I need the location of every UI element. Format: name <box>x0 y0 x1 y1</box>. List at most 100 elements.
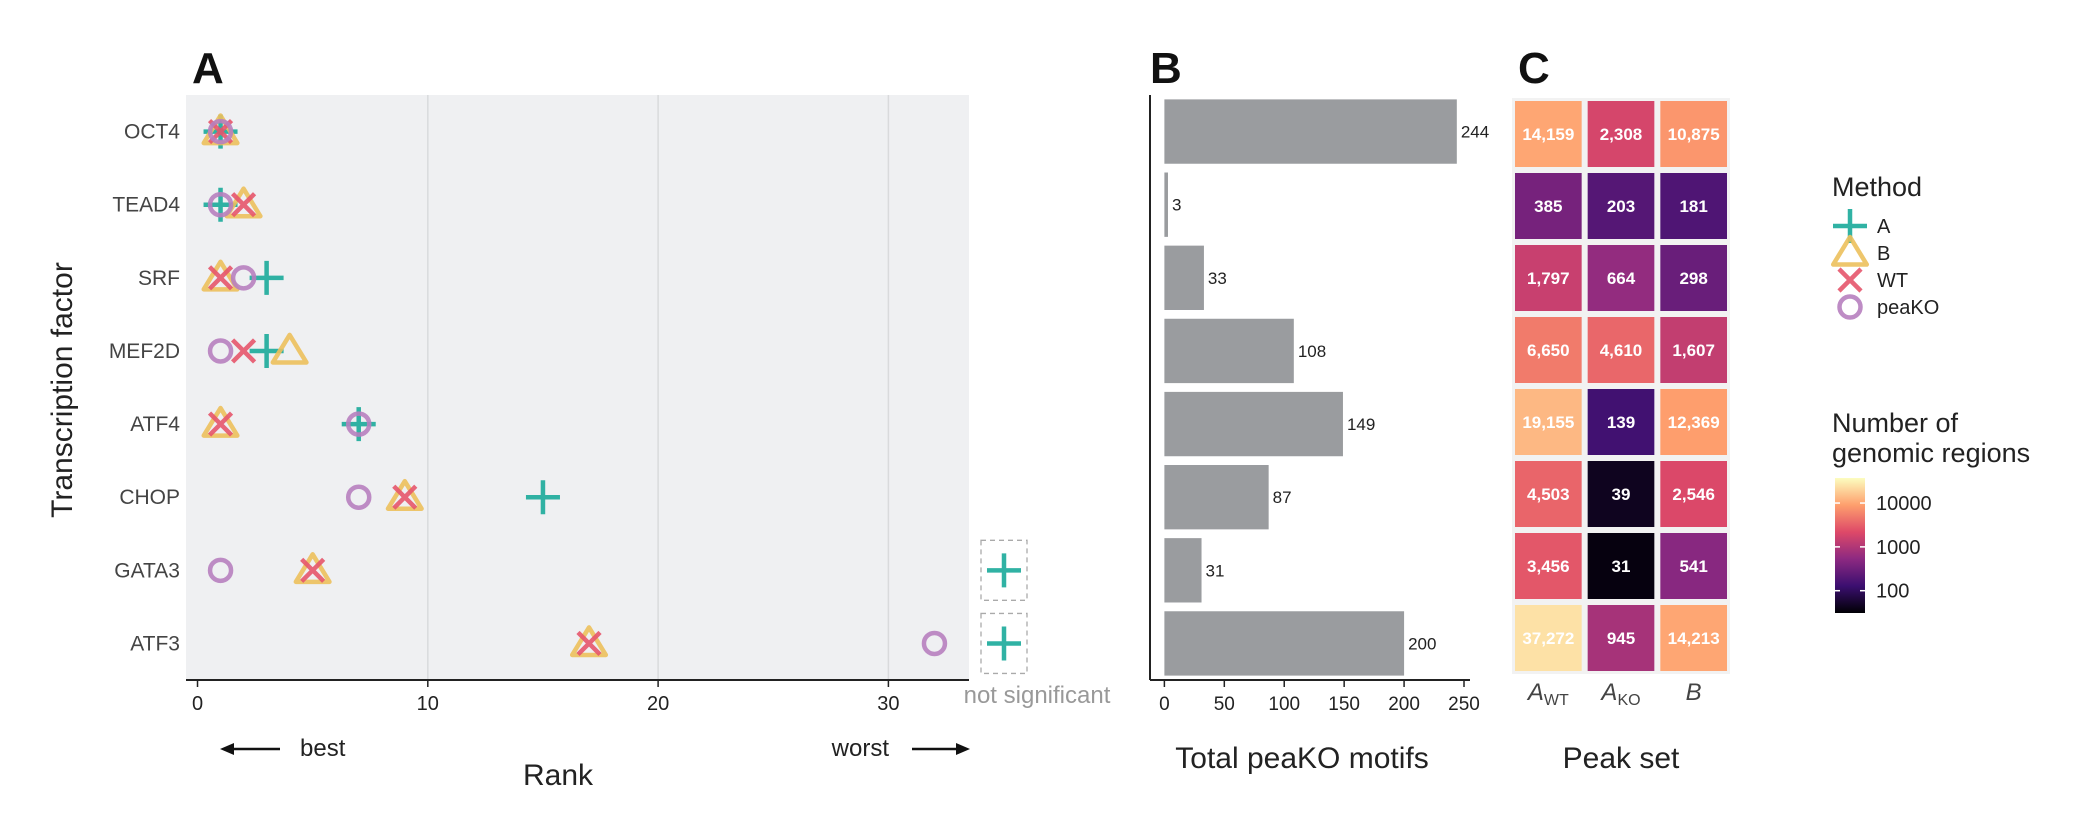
point-peako-mef2d <box>207 338 234 364</box>
b-x-tick-label-250: 250 <box>1448 694 1480 715</box>
not-significant-label: not significant <box>964 682 1111 709</box>
best-arrowhead-icon <box>220 743 234 755</box>
point-wt-atf4 <box>207 411 234 437</box>
worst-label: worst <box>831 735 890 762</box>
b-x-tick-label-100: 100 <box>1268 694 1300 715</box>
panel-a-points <box>201 113 1021 661</box>
b-x-tick-label-50: 50 <box>1214 694 1235 715</box>
point-wt-tead4 <box>230 192 257 218</box>
best-label: best <box>300 735 346 762</box>
heatmap-cell-tead4-b <box>1660 173 1727 239</box>
point-b-tead4 <box>224 186 263 219</box>
bar-chop <box>1164 465 1269 530</box>
heatmap-cell-srf-awt <box>1515 245 1582 311</box>
bar-label-atf4: 149 <box>1347 415 1375 434</box>
heatmap-label-oct4-ako: 2,308 <box>1600 125 1643 144</box>
point-b-atf3 <box>569 625 609 658</box>
heatmap-cell-atf3-awt <box>1515 605 1582 671</box>
best-direction: best <box>220 735 346 762</box>
y-tick-label-srf: SRF <box>138 267 180 290</box>
heatmap-cell-atf4-ako <box>1587 389 1655 455</box>
worst-arrowhead-icon <box>956 743 970 755</box>
colorbar: Number of genomic regions 10000 1000 100 <box>1832 408 2030 613</box>
point-b-gata3 <box>293 552 332 585</box>
panel-a-y-ticks: OCT4 TEAD4 SRF MEF2D ATF4 CHOP GATA3 ATF3 <box>109 121 181 656</box>
point-peako-atf3 <box>921 630 948 657</box>
point-wt-gata3 <box>300 557 326 583</box>
heatmap-cell-atf3-b <box>1660 605 1727 671</box>
bar-label-atf3: 200 <box>1408 634 1436 653</box>
heatmap-label-chop-awt: 4,503 <box>1527 485 1570 504</box>
panel-label-b: B <box>1150 44 1182 93</box>
heatmap-cell-atf3-ako <box>1587 605 1655 671</box>
bar-label-srf: 33 <box>1208 269 1227 288</box>
x-tick-label-30: 30 <box>877 693 899 715</box>
y-tick-label-tead4: TEAD4 <box>112 194 180 217</box>
heatmap-label-atf3-ako: 945 <box>1607 629 1635 648</box>
y-tick-label-atf3: ATF3 <box>130 632 180 655</box>
panel-c: 14,159 2,308 10,875 385 203 181 1,797 664 298 6,6… <box>1512 98 1730 775</box>
heatmap-label-gata3-awt: 3,456 <box>1527 557 1570 576</box>
b-x-tick-label-200: 200 <box>1388 694 1420 715</box>
heatmap-label-chop-b: 2,546 <box>1672 485 1715 504</box>
point-a-gata3 <box>987 553 1021 588</box>
heatmap-label-tead4-ako: 203 <box>1607 197 1635 216</box>
heatmap-label-atf4-b: 12,369 <box>1668 413 1720 432</box>
colorbar-ticks: 10000 1000 100 <box>1835 493 1932 603</box>
panel-a: OCT4 TEAD4 SRF MEF2D ATF4 CHOP GATA3 ATF3 0 10 20… <box>46 95 1111 792</box>
heatmap-cell-tead4-awt <box>1515 173 1582 239</box>
y-axis-title: Transcription factor <box>46 262 79 518</box>
panel-label-a: A <box>192 44 224 93</box>
panel-b-x-ticks: 0 50 100 150 200 250 <box>1159 680 1480 715</box>
not-significant-box-gata3 <box>980 539 1028 601</box>
legend-marker-b <box>1830 234 1870 267</box>
bar-oct4 <box>1164 99 1457 164</box>
heatmap-label-gata3-b: 541 <box>1679 557 1707 576</box>
method-legend: Method AB WT peaKO <box>1830 172 1939 320</box>
heatmap-label-gata3-ako: 31 <box>1612 557 1631 576</box>
y-tick-label-atf4: ATF4 <box>130 413 180 436</box>
point-peako-oct4 <box>207 118 234 145</box>
y-tick-label-gata3: GATA3 <box>114 559 180 582</box>
point-a-chop <box>525 480 560 515</box>
heatmap-label-srf-ako: 664 <box>1607 269 1636 288</box>
heatmap-label-tead4-b: 181 <box>1679 197 1707 216</box>
panel-b-x-axis-title: Total peaKO motifs <box>1175 742 1428 775</box>
y-tick-label-chop: CHOP <box>119 486 180 509</box>
heatmap-cell-srf-ako <box>1587 245 1655 311</box>
panel-a-grid <box>427 95 890 680</box>
colorbar-gradient <box>1835 478 1865 613</box>
heatmap-cell-gata3-awt <box>1515 533 1582 599</box>
heatmap-label-atf4-awt: 19,155 <box>1522 413 1574 432</box>
heatmap-column-labels: AWT AKO B <box>1526 679 1702 709</box>
x-axis-title: Rank <box>523 759 594 792</box>
b-x-tick-label-150: 150 <box>1328 694 1360 715</box>
heatmap-cell-atf4-b <box>1660 389 1727 455</box>
heatmap-cell-mef2d-b <box>1660 317 1727 383</box>
point-peako-srf <box>230 265 257 291</box>
heatmap-label-chop-ako: 39 <box>1612 485 1631 504</box>
colorbar-tick-label-10000: 10000 <box>1876 493 1932 515</box>
y-tick-label-mef2d: MEF2D <box>109 340 180 363</box>
bar-label-mef2d: 108 <box>1298 342 1326 361</box>
legend-label-wt: WT <box>1877 270 1908 292</box>
heatmap-label-mef2d-b: 1,607 <box>1672 341 1715 360</box>
colorbar-title-line2: genomic regions <box>1832 438 2030 468</box>
legend-label-peako: peaKO <box>1877 297 1939 319</box>
heatmap-cell-mef2d-awt <box>1515 317 1582 383</box>
point-wt-chop <box>392 484 418 510</box>
legend-marker-peako <box>1837 294 1863 320</box>
x-tick-label-20: 20 <box>647 693 669 715</box>
bar-gata3 <box>1164 538 1202 603</box>
heatmap-cell-gata3-b <box>1660 533 1727 599</box>
bar-label-oct4: 244 <box>1461 123 1489 142</box>
x-tick-label-0: 0 <box>192 693 203 715</box>
x-tick-label-10: 10 <box>417 693 439 715</box>
column-label-b: B <box>1686 679 1702 706</box>
heatmap-label-srf-awt: 1,797 <box>1527 269 1570 288</box>
heatmap-label-oct4-awt: 14,159 <box>1522 125 1574 144</box>
point-b-srf <box>201 259 240 292</box>
panel-a-background <box>186 95 969 680</box>
